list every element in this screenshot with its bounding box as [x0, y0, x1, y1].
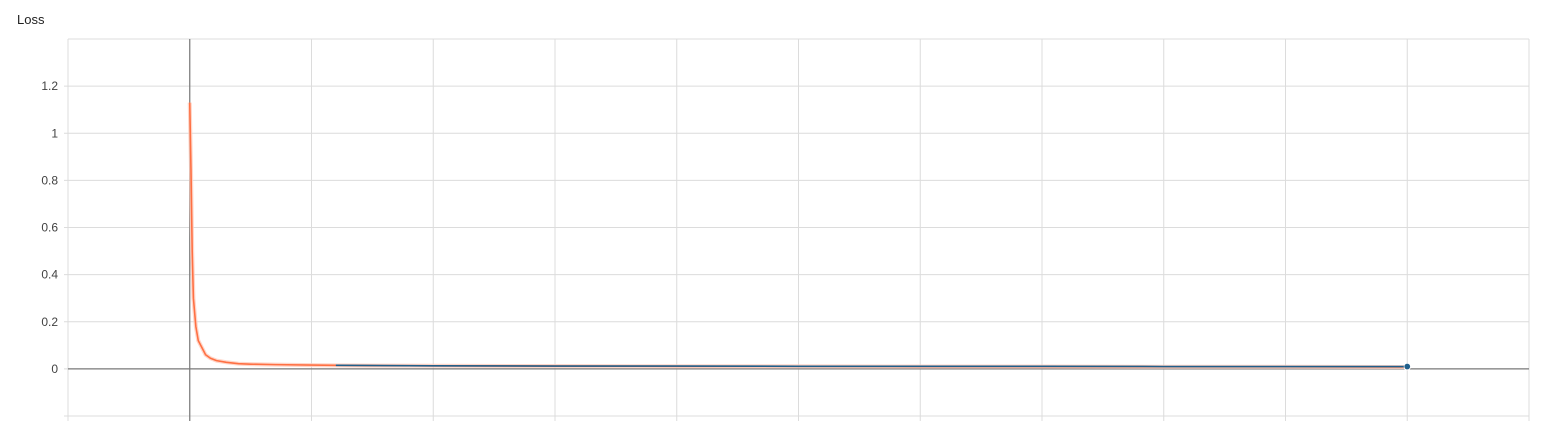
chart-title: Loss [17, 12, 45, 27]
y-tick-label: 0.8 [41, 173, 58, 187]
y-tick-label: 0.2 [41, 315, 58, 329]
y-tick-label: 0.6 [41, 221, 58, 235]
series-validation-line [335, 364, 1408, 368]
series-validation-end-marker [1403, 363, 1411, 371]
series-group [187, 102, 1411, 371]
y-tick-label: 1 [51, 126, 58, 140]
y-tick-label: 0.4 [41, 268, 58, 282]
y-tick-label: 0 [51, 362, 58, 376]
y-tick-label: 1.2 [41, 79, 58, 93]
y-tick-labels: 1.2 1 0.8 0.6 0.4 0.2 0 [41, 79, 58, 376]
